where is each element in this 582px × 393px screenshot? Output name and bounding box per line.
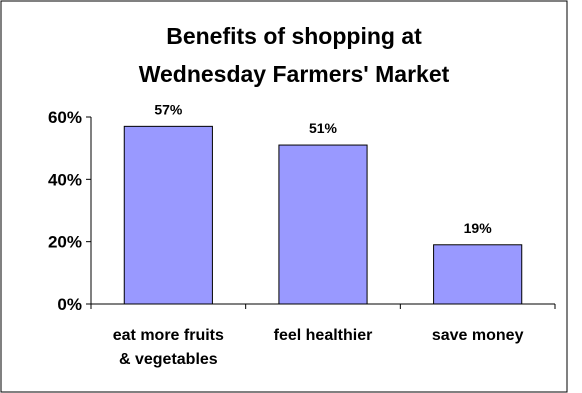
x-category-label: & vegetables <box>119 351 218 368</box>
x-category-label: save money <box>432 327 524 344</box>
y-tick-label: 20% <box>48 233 82 252</box>
y-tick-label: 40% <box>48 170 82 189</box>
bar-data-label: 19% <box>464 220 493 236</box>
plot-area: 0% 20% 40% 60% 57% eat more fruits & vegetable… <box>48 101 556 368</box>
x-category-label: feel healthier <box>274 327 373 344</box>
bar <box>278 144 368 305</box>
y-tick-label: 60% <box>48 108 82 127</box>
x-category-label: eat more fruits <box>113 327 224 344</box>
bar-data-label: 57% <box>154 101 183 117</box>
chart-title-line-2: Wednesday Farmers' Market <box>139 61 450 87</box>
bar-data-label: 51% <box>309 120 338 136</box>
y-tick-label: 0% <box>57 295 82 314</box>
bar <box>433 244 523 305</box>
bar <box>123 125 213 305</box>
chart-title-line-1: Benefits of shopping at <box>166 23 422 49</box>
